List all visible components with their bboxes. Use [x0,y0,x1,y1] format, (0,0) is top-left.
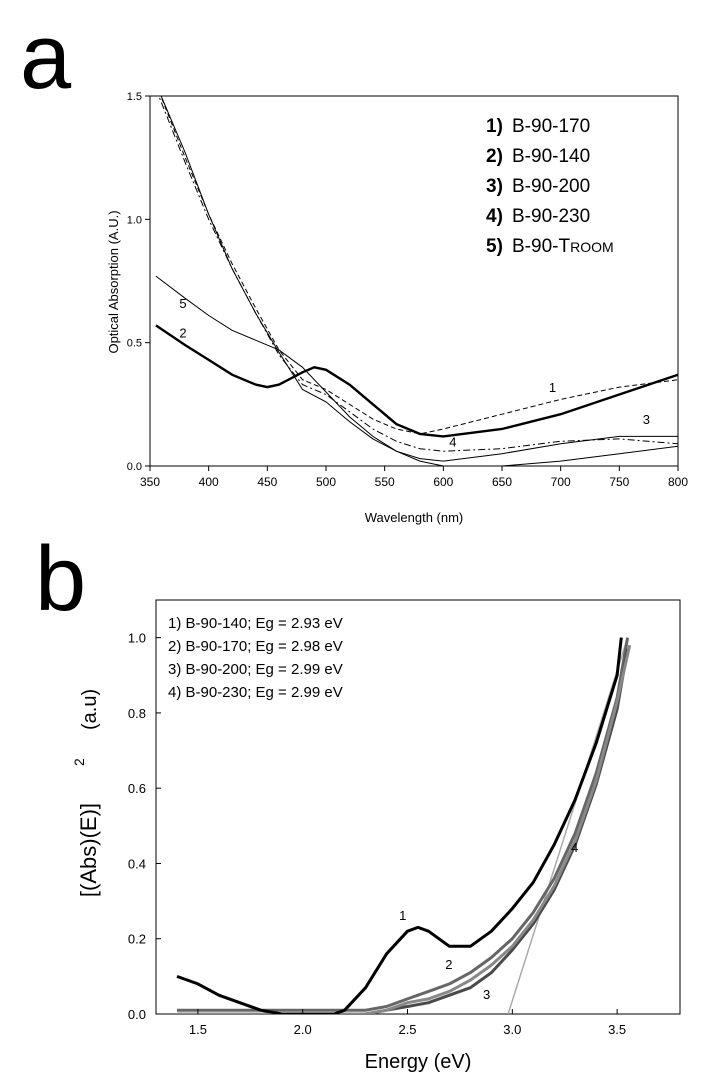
chart-b-ylabel-superscript: 2 [71,758,87,766]
chart-b-legend-item: 1) B-90-140; Eg = 2.93 eV [168,615,343,632]
chart-a-series-label-5: 5 [179,296,186,311]
chart-a-xtick-label: 550 [375,475,395,489]
chart-b: 2 3 4 1 1.5 2.0 2.5 3.0 3.5 0.0 0.2 0.4 0.6 0.8 1.0 E… [71,599,681,1073]
chart-b-ylabel-unit: (a.u) [79,689,101,730]
chart-a-xtick-label: 700 [551,475,571,489]
chart-a-legend-name: B-90-170 [512,116,590,137]
chart-a-xlabel: Wavelength (nm) [365,510,464,525]
chart-a-legend-name: B-90-T [512,236,570,257]
chart-b-series-label-4: 4 [571,840,578,855]
chart-a-series-label-2: 2 [179,326,186,341]
chart-b-series-label-3: 3 [483,987,490,1002]
chart-b-legend-item: 2) B-90-170; Eg = 2.98 eV [168,638,343,655]
chart-a-series-label-4: 4 [449,434,456,449]
chart-a-xtick-label: 350 [140,475,160,489]
chart-a-series-2 [155,324,678,438]
chart-a-legend-name: B-90-200 [512,176,590,197]
chart-a-series-1 [160,96,678,435]
chart-a-legend-num: 3) [486,176,503,197]
chart-a-legend-num: 2) [486,146,503,167]
chart-a-legend-num: 5) [486,236,503,257]
chart-a-ytick-label: 1.0 [127,214,142,226]
chart-a-xtick-label: 500 [316,475,336,489]
chart-b-xtick-label: 3.5 [608,1022,626,1037]
chart-b-ytick-label: 0.8 [128,706,146,721]
chart-b-series-1 [176,637,623,1014]
chart-b-frame [155,599,681,1015]
chart-a-legend-name: B-90-230 [512,206,590,227]
chart-b-series-label-1: 1 [399,908,406,923]
panel-label-a: a [20,6,72,108]
chart-b-ytick-label: 1.0 [128,631,146,646]
chart-a-series-3 [160,96,678,462]
chart-b-ytick-label: 0.6 [128,781,146,796]
chart-a-frame [149,95,679,467]
chart-a: 1 2 3 4 5 350 400 450 500 550 600 650 700 750 800 0.0 0… [106,91,688,525]
chart-a-series-label-1: 1 [549,380,556,395]
chart-b-legend-item: 3) B-90-200; Eg = 2.99 eV [168,661,343,678]
chart-b-legend-item: 4) B-90-230; Eg = 2.99 eV [168,684,343,701]
chart-a-legend-num: 1) [486,116,503,137]
chart-a-series-5 [155,275,678,466]
chart-b-legend: 1) B-90-140; Eg = 2.93 eV 2) B-90-170; Eg… [168,615,343,701]
chart-b-ytick-label: 0.2 [128,932,146,947]
chart-a-ytick-label: 1.5 [127,91,142,103]
chart-b-xtick-label: 2.5 [398,1022,416,1037]
chart-b-xlabel: Energy (eV) [365,1051,472,1073]
chart-a-xtick-label: 650 [492,475,512,489]
chart-a-xtick-label: 400 [199,475,219,489]
chart-a-series-4 [158,96,678,452]
chart-a-xtick-label: 800 [668,475,688,489]
chart-a-legend-name: B-90-140 [512,146,590,167]
chart-b-xtick-label: 3.0 [503,1022,521,1037]
chart-b-ytick-label: 0.0 [128,1007,146,1022]
chart-a-legend: 1) B-90-170 2) B-90-140 3) B-90-200 4) B-90-230… [486,116,614,257]
chart-a-xtick-label: 600 [433,475,453,489]
chart-b-ytick-label: 0.4 [128,856,146,871]
chart-a-legend-suffix: ROOM [570,239,614,255]
chart-b-series-label-2: 2 [445,957,452,972]
chart-b-series-4 [177,644,632,1014]
chart-b-series-2 [177,637,630,1012]
chart-a-ytick-label: 0.5 [127,338,142,350]
chart-a-ytick-label: 0.0 [127,461,142,473]
chart-a-legend-num: 4) [486,206,503,227]
chart-a-xtick-label: 750 [609,475,629,489]
chart-b-xtick-label: 2.0 [294,1022,312,1037]
chart-a-series-label-3: 3 [643,412,650,427]
chart-a-xtick-label: 450 [257,475,277,489]
chart-a-ylabel: Optical Absorption (A.U.) [106,210,121,353]
chart-b-series-fit [507,637,629,1014]
chart-b-xtick-label: 1.5 [189,1022,207,1037]
panel-label-b: b [35,528,86,630]
chart-b-ylabel: [(Abs)(E)] [76,803,101,897]
